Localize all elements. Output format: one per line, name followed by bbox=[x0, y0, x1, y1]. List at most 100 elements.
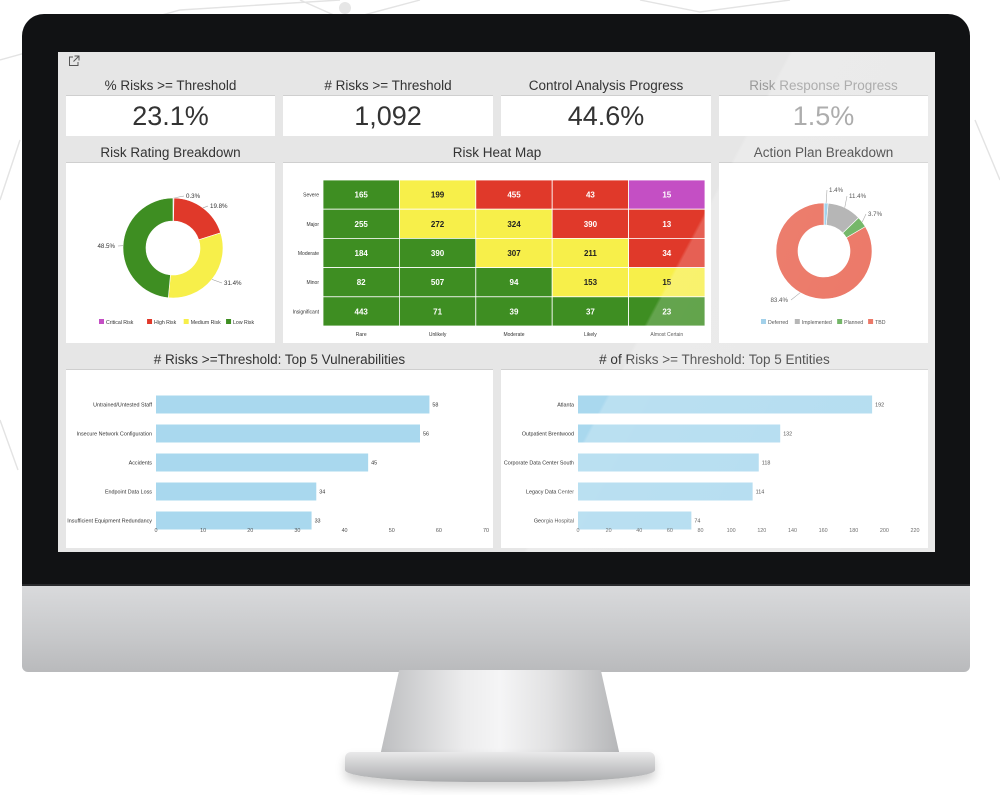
x-tick-label: 60 bbox=[436, 528, 442, 534]
x-tick-label: 80 bbox=[698, 528, 704, 534]
kpi-title: Control Analysis Progress bbox=[501, 76, 711, 96]
donut-label-leader bbox=[173, 195, 185, 199]
x-tick-label: 20 bbox=[606, 528, 612, 534]
x-tick-label: 160 bbox=[819, 528, 828, 534]
legend-swatch bbox=[868, 319, 874, 324]
x-tick-label: 180 bbox=[849, 528, 858, 534]
kpi-control-analysis: Control Analysis Progress 44.6% bbox=[501, 76, 711, 136]
legend-label: Deferred bbox=[768, 320, 788, 326]
legend-label: Implemented bbox=[802, 320, 832, 326]
bar bbox=[578, 482, 753, 501]
heatmap-cell-value: 272 bbox=[431, 220, 445, 229]
legend-label: TBD bbox=[875, 320, 886, 326]
heatmap-cell-value: 153 bbox=[584, 278, 598, 287]
legend-swatch bbox=[99, 319, 104, 324]
heatmap-cell-value: 455 bbox=[507, 191, 521, 200]
legend-swatch bbox=[147, 319, 153, 324]
bar-category-label: Corporate Data Center South bbox=[504, 461, 574, 467]
x-tick-label: 100 bbox=[727, 528, 736, 534]
heatmap-cell bbox=[475, 296, 553, 327]
x-tick-label: 120 bbox=[757, 528, 766, 534]
x-tick-label: 50 bbox=[389, 528, 395, 534]
heatmap-column-label: Moderate bbox=[503, 332, 524, 338]
panel-title: # Risks >=Threshold: Top 5 Vulnerabiliti… bbox=[66, 350, 493, 370]
donut-label-leader bbox=[844, 195, 848, 208]
heatmap-cell bbox=[551, 208, 630, 239]
heatmap-row-label: Moderate bbox=[298, 251, 319, 257]
panel-title: Risk Heat Map bbox=[283, 143, 711, 163]
x-tick-label: 200 bbox=[880, 528, 889, 534]
entities-panel: # of Risks >= Threshold: Top 5 Entities … bbox=[501, 350, 928, 548]
heatmap-cell bbox=[475, 267, 553, 298]
bar-value-label: 34 bbox=[319, 490, 325, 496]
heatmap-cell-value: 255 bbox=[355, 220, 369, 229]
heatmap-cell-value: 43 bbox=[586, 191, 595, 200]
heatmap-cell bbox=[475, 179, 553, 210]
heatmap-cell-value: 13 bbox=[662, 220, 671, 229]
bar-category-label: Insecure Network Configuration bbox=[76, 432, 152, 438]
kpi-title: # Risks >= Threshold bbox=[283, 76, 493, 96]
kpi-value: 1,092 bbox=[354, 101, 422, 131]
heatmap-cell-value: 15 bbox=[662, 278, 671, 287]
x-tick-label: 20 bbox=[247, 528, 253, 534]
legend-label: Low Risk bbox=[233, 320, 254, 326]
bar bbox=[156, 395, 430, 414]
heatmap-cell-value: 390 bbox=[584, 220, 598, 229]
donut-label-leader bbox=[861, 213, 867, 223]
bar bbox=[578, 453, 759, 472]
donut-slice-tbd bbox=[775, 202, 873, 300]
bar-value-label: 118 bbox=[762, 461, 771, 467]
x-tick-label: 10 bbox=[200, 528, 206, 534]
heatmap-cell bbox=[628, 208, 706, 239]
donut-label-leader bbox=[790, 292, 801, 301]
donut-value-label: 48.5% bbox=[97, 243, 115, 250]
donut-value-label: 11.4% bbox=[849, 193, 867, 200]
bar bbox=[578, 395, 873, 414]
bar-value-label: 74 bbox=[694, 519, 700, 525]
heatmap-cell-value: 37 bbox=[586, 307, 595, 316]
heatmap-cell bbox=[399, 238, 477, 269]
heatmap-cell bbox=[551, 296, 630, 327]
heatmap-cell bbox=[475, 208, 553, 239]
donut-value-label: 19.8% bbox=[210, 203, 228, 210]
heatmap-cell-value: 307 bbox=[507, 249, 521, 258]
heatmap-cell-value: 199 bbox=[431, 191, 445, 200]
heatmap-cell-value: 39 bbox=[510, 307, 519, 316]
donut-value-label: 0.3% bbox=[186, 193, 201, 200]
kpi-title: Risk Response Progress bbox=[719, 76, 928, 96]
heatmap-cell-value: 211 bbox=[584, 249, 597, 258]
monitor-chin bbox=[22, 584, 970, 672]
legend-label: Critical Risk bbox=[106, 320, 134, 326]
kpi-title: % Risks >= Threshold bbox=[66, 76, 275, 96]
donut-value-label: 83.4% bbox=[770, 297, 788, 304]
heatmap-cell bbox=[628, 238, 706, 269]
heatmap-column-label: Unlikely bbox=[429, 332, 447, 338]
panel-title: # of Risks >= Threshold: Top 5 Entities bbox=[501, 350, 928, 370]
bar-category-label: Outpatient Brentwood bbox=[522, 432, 574, 438]
heatmap-cell-value: 82 bbox=[357, 278, 366, 287]
legend-swatch bbox=[794, 319, 800, 324]
donut-label-leader bbox=[211, 279, 223, 284]
kpi-risk-response: Risk Response Progress 1.5% bbox=[719, 76, 928, 136]
x-tick-label: 0 bbox=[155, 528, 158, 534]
x-tick-label: 60 bbox=[667, 528, 673, 534]
kpi-risks-count: # Risks >= Threshold 1,092 bbox=[283, 76, 493, 136]
bar bbox=[578, 511, 692, 530]
x-tick-label: 30 bbox=[294, 528, 300, 534]
heatmap-cell-value: 15 bbox=[662, 191, 671, 200]
heatmap-row-label: Minor bbox=[306, 280, 319, 286]
bar-category-label: Untrained/Untested Staff bbox=[93, 403, 152, 409]
bar-value-label: 45 bbox=[371, 461, 377, 467]
panel-title: Action Plan Breakdown bbox=[719, 143, 928, 163]
heatmap-cell-value: 165 bbox=[355, 191, 369, 200]
heatmap-cell-value: 34 bbox=[662, 249, 671, 258]
heatmap-row-label: Severe bbox=[303, 193, 319, 199]
kpi-value: 44.6% bbox=[567, 101, 645, 131]
x-tick-label: 70 bbox=[483, 528, 489, 534]
bar-value-label: 58 bbox=[432, 403, 438, 409]
x-tick-label: 220 bbox=[911, 528, 920, 534]
monitor-stand-base bbox=[345, 752, 655, 782]
heatmap-row-label: Insignificant bbox=[293, 309, 320, 315]
export-icon[interactable] bbox=[68, 55, 80, 67]
heatmap-cell bbox=[628, 267, 706, 298]
